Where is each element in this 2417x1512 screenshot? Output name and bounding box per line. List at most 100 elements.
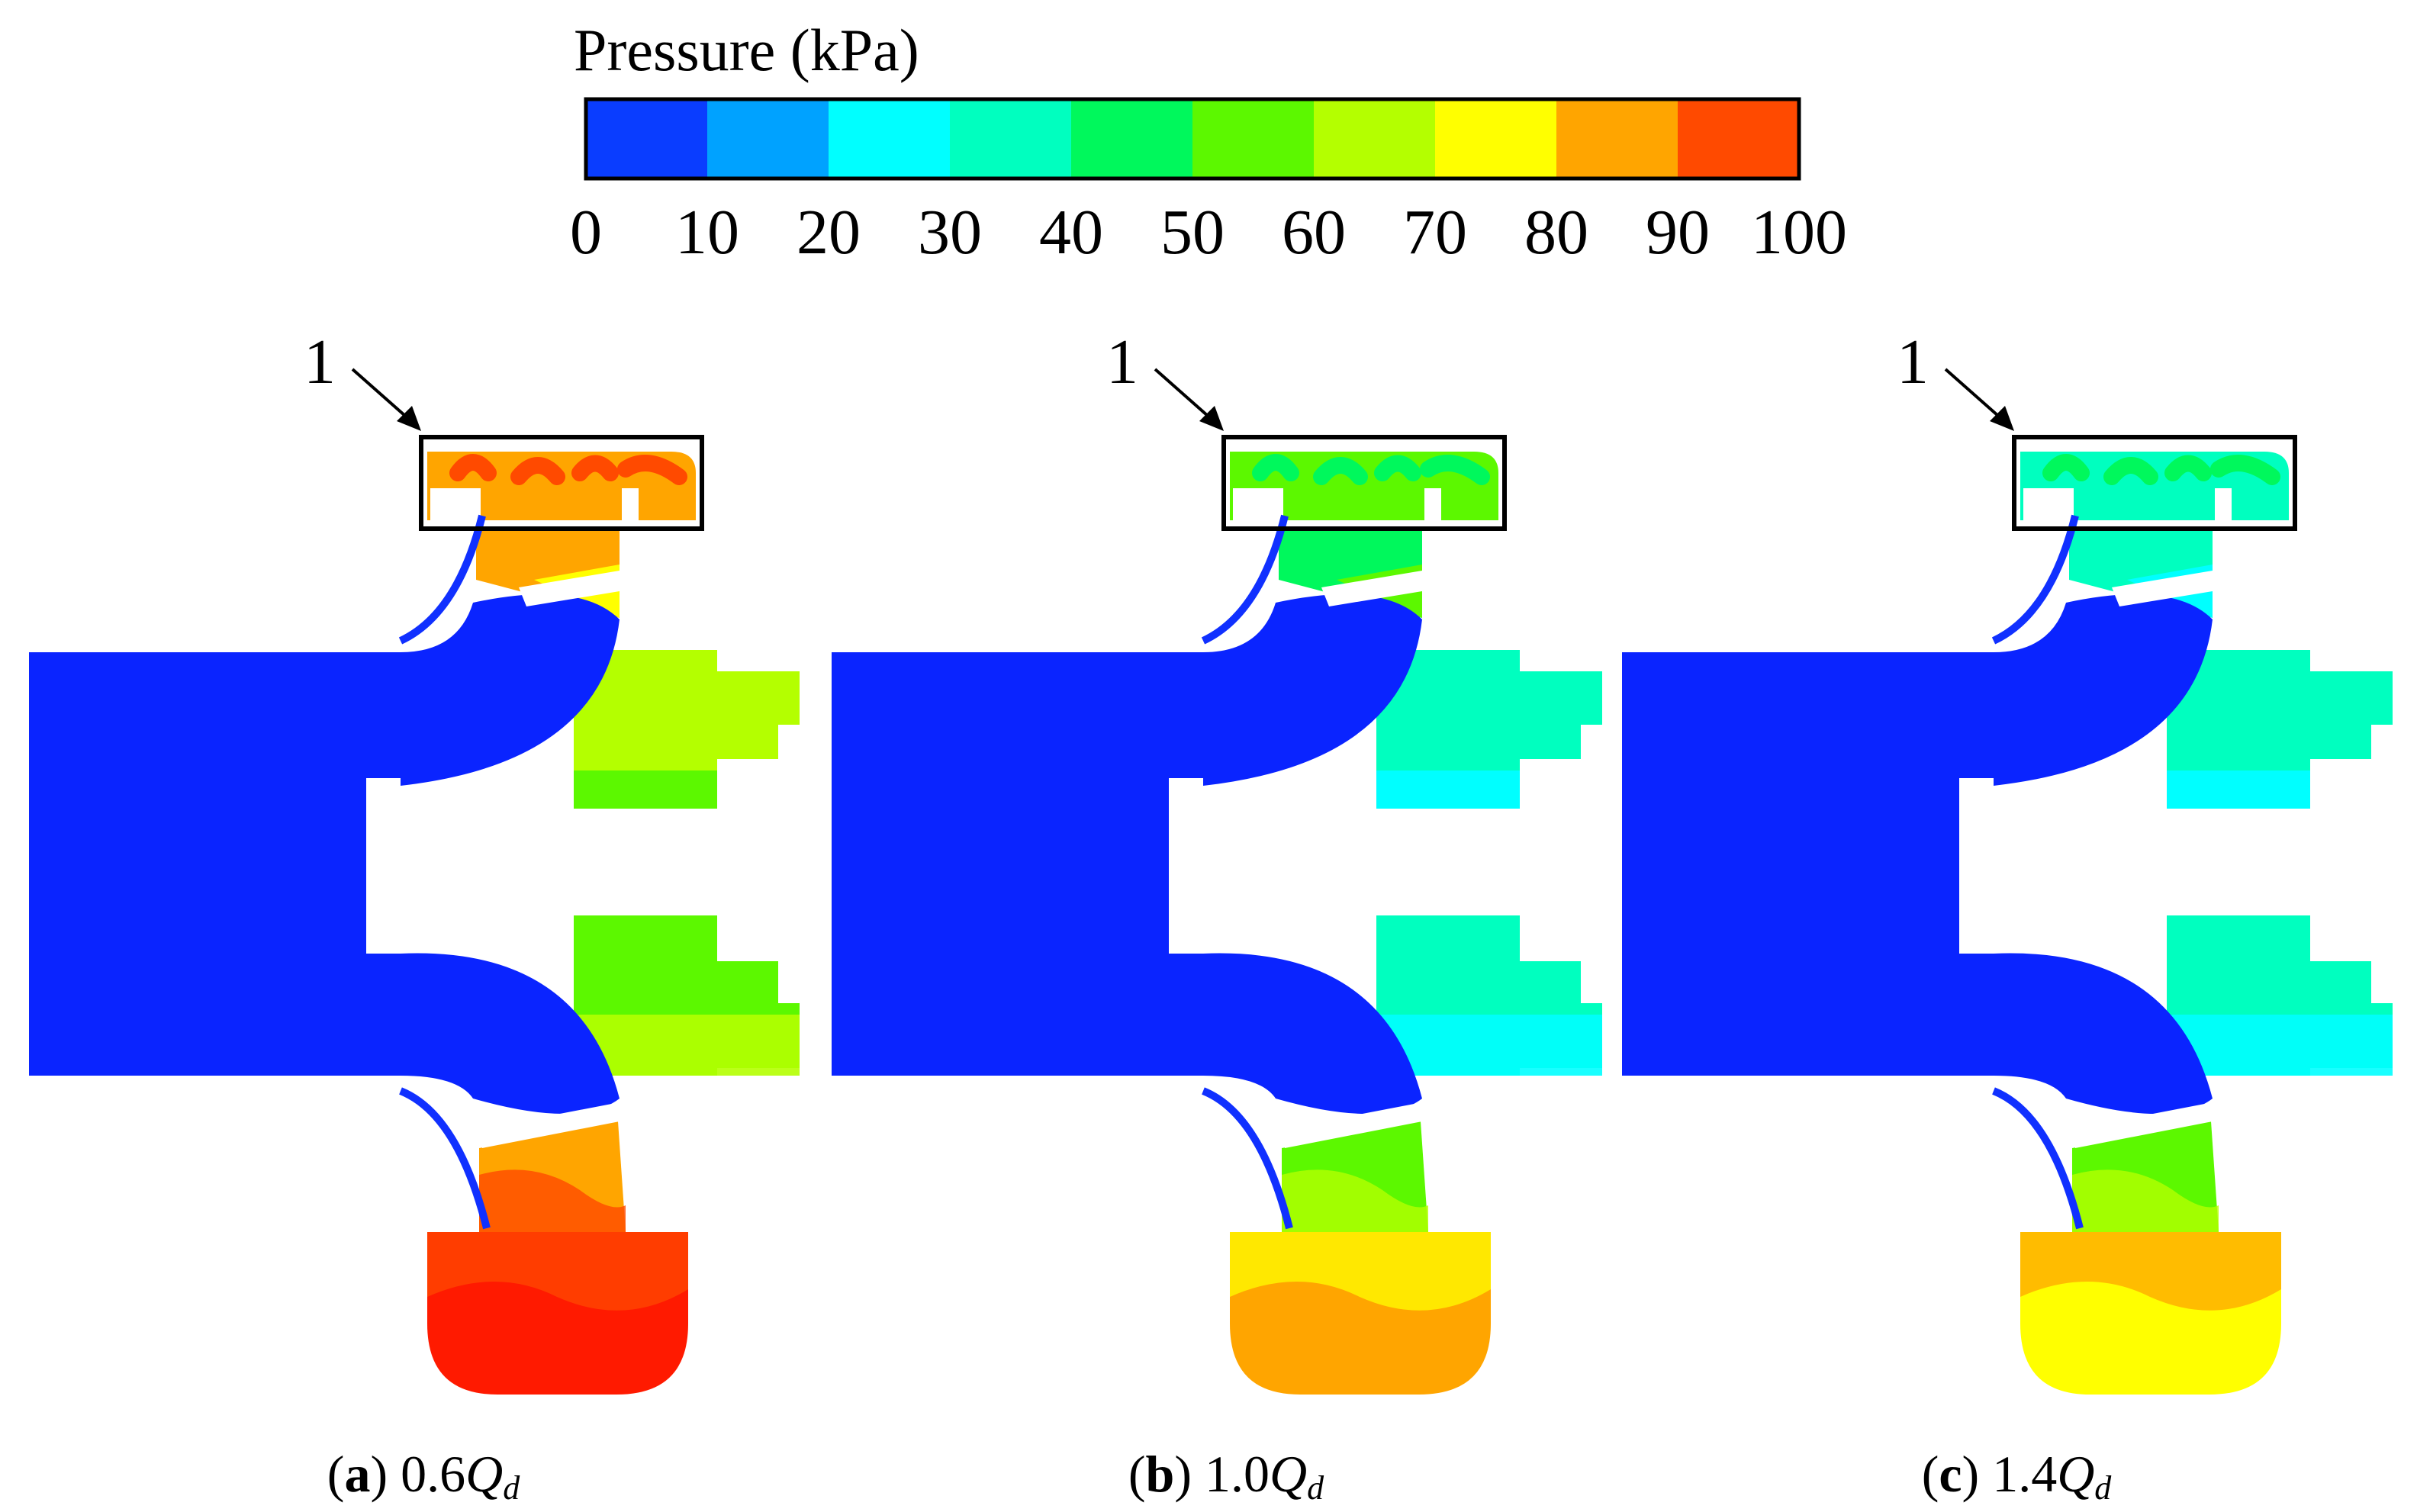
top-chamber-slot [2215, 488, 2232, 595]
callout-label: 1 [1106, 327, 1138, 397]
callout-label: 1 [304, 327, 336, 397]
right-lower-band [1376, 1015, 1602, 1076]
inlet-impeller-region [29, 594, 620, 1114]
panel-b: 1 (b) 1.0Qd [832, 327, 1602, 1507]
colorbar-tick-label: 80 [1524, 197, 1588, 268]
caption-paren-close: ) [1174, 1445, 1205, 1503]
caption-paren-open: ( [1922, 1445, 1939, 1503]
colorbar-tick-label: 40 [1039, 197, 1103, 268]
inlet-impeller-region [832, 594, 1422, 1114]
caption-paren-open: ( [1128, 1445, 1146, 1503]
bottom-passage-band [2072, 1169, 2219, 1232]
colorbar-tick-label: 10 [675, 197, 739, 268]
right-upper-band [1376, 770, 1520, 809]
lower-blade-gap [2074, 1102, 2213, 1148]
colorbar-tick-label: 70 [1403, 197, 1467, 268]
callout-box [419, 435, 704, 531]
bottom-chamber-band [1230, 1232, 1491, 1311]
top-chamber-slot [622, 488, 639, 595]
colorbar-tick-label: 30 [918, 197, 982, 268]
lower-blade-line [1202, 1087, 1293, 1230]
caption-q: Q [2057, 1445, 2094, 1503]
caption-letter: a [344, 1445, 370, 1503]
panel-caption: (b) 1.0Qd [1128, 1445, 1324, 1507]
panel-c: 1 (c) 1.4Qd [1622, 327, 2393, 1507]
legend-title: Pressure (kPa) [574, 17, 919, 83]
colorbar-tick-labels: 0 10 20 30 40 50 60 70 80 90 100 [570, 197, 1847, 268]
colorbar-swatch [1678, 99, 1800, 179]
callout-arrow-line [351, 368, 414, 423]
colorbar-swatch [1435, 99, 1557, 179]
panel-caption: (a) 0.6Qd [327, 1445, 520, 1507]
colorbar-swatch [586, 99, 708, 179]
top-chamber-contours [1252, 454, 1490, 485]
upper-blade-gap [519, 571, 620, 606]
right-upper-block [2167, 650, 2393, 809]
bottom-chamber-band [427, 1232, 688, 1311]
upper-blade-gap [2112, 571, 2213, 606]
caption-paren-close: ) [370, 1445, 401, 1503]
bottom-passage-band [479, 1169, 626, 1232]
colorbar-swatch [1071, 99, 1193, 179]
caption-q: Q [1270, 1445, 1307, 1503]
right-upper-band [574, 770, 717, 809]
right-lower-band [574, 1015, 800, 1076]
upper-blade-gap [1321, 571, 1422, 606]
callout-box [2012, 435, 2297, 531]
top-chamber-contours [2042, 454, 2280, 485]
colorbar-swatch [829, 99, 951, 179]
colorbar-tick-label: 60 [1282, 197, 1346, 268]
panel-a: 1 (a) 0.6Qd [29, 327, 800, 1507]
callout-box [1221, 435, 1507, 531]
callout-arrow-line [1154, 368, 1216, 423]
colorbar-tick-label: 50 [1160, 197, 1225, 268]
right-upper-band [2167, 770, 2310, 809]
caption-q: Q [465, 1445, 503, 1503]
colorbar-tick-label: 90 [1646, 197, 1710, 268]
caption-flow: 1.4 [1992, 1445, 2057, 1503]
caption-subscript: d [1307, 1469, 1324, 1507]
colorbar-tick-label: 20 [797, 197, 861, 268]
callout-arrowhead [1199, 406, 1224, 431]
inlet-impeller-region [1622, 594, 2213, 1114]
caption-flow: 1.0 [1205, 1445, 1270, 1503]
lower-blade-gap [481, 1102, 620, 1148]
top-chamber-notch [430, 488, 481, 520]
right-lower-band [2167, 1015, 2393, 1076]
top-chamber-notch [1233, 488, 1283, 520]
caption-paren-open: ( [327, 1445, 345, 1503]
right-upper-block [1376, 650, 1602, 809]
colorbar-swatch [707, 99, 829, 179]
upper-blade-line [1991, 514, 2079, 645]
colorbar-swatch [950, 99, 1072, 179]
caption-paren-close: ) [1962, 1445, 1993, 1503]
caption-letter: b [1146, 1445, 1175, 1503]
colorbar-swatch [1556, 99, 1678, 179]
colorbar-frame [584, 97, 1801, 181]
colorbar-swatch [1192, 99, 1315, 179]
colorbar-swatches [586, 99, 1800, 179]
colorbar-tick-label: 0 [570, 197, 602, 268]
top-chamber-slot [1424, 488, 1441, 595]
upper-blade-line [398, 514, 486, 645]
lower-blade-gap [1283, 1102, 1422, 1148]
colorbar-tick-label: 100 [1751, 197, 1847, 268]
panel-caption: (c) 1.4Qd [1922, 1445, 2113, 1507]
lower-blade-line [1992, 1087, 2084, 1230]
callout-arrowhead [1990, 406, 2014, 431]
right-upper-block [574, 650, 800, 809]
callout-arrow-line [1944, 368, 2007, 423]
caption-subscript: d [2094, 1469, 2112, 1507]
caption-flow: 0.6 [401, 1445, 465, 1503]
lower-blade-line [399, 1087, 491, 1230]
bottom-chamber-band [2020, 1232, 2281, 1311]
caption-subscript: d [503, 1469, 520, 1507]
colorbar-swatch [1314, 99, 1436, 179]
caption-letter: c [1939, 1445, 1962, 1503]
top-chamber-notch [2023, 488, 2074, 520]
bottom-passage-band [1282, 1169, 1428, 1232]
callout-label: 1 [1897, 327, 1929, 397]
upper-blade-line [1201, 514, 1289, 645]
